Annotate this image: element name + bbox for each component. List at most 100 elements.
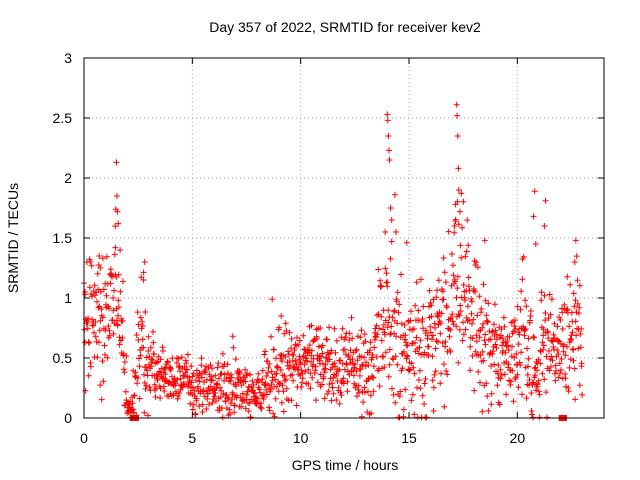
- data-point: [175, 393, 182, 399]
- data-point: [104, 354, 111, 361]
- data-point: [224, 361, 231, 368]
- data-point: [152, 394, 159, 400]
- data-point: [190, 401, 197, 408]
- data-point: [289, 358, 296, 365]
- data-point: [484, 393, 491, 400]
- data-point: [382, 349, 389, 356]
- data-point: [515, 384, 522, 391]
- data-point: [577, 331, 584, 337]
- data-point: [454, 285, 461, 292]
- data-point: [412, 339, 418, 346]
- data-point: [473, 332, 480, 339]
- data-point: [440, 296, 447, 303]
- data-point: [289, 371, 296, 378]
- data-point: [538, 297, 545, 304]
- data-point: [376, 383, 383, 390]
- y-axis-label: SRMTID / TECUs: [5, 183, 21, 293]
- data-point: [497, 375, 504, 382]
- data-point: [495, 362, 502, 369]
- data-point: [242, 405, 249, 412]
- data-point: [164, 358, 171, 365]
- data-point: [139, 336, 146, 343]
- data-point: [115, 304, 122, 311]
- data-points: [81, 101, 586, 421]
- y-tick-label: 1.5: [53, 230, 73, 246]
- data-point: [141, 371, 147, 378]
- data-point: [441, 269, 448, 276]
- data-point: [188, 363, 195, 370]
- data-point: [138, 325, 145, 332]
- data-point: [189, 373, 196, 380]
- data-point: [498, 332, 504, 339]
- data-point: [269, 296, 276, 303]
- data-point: [145, 333, 152, 340]
- data-point: [468, 298, 475, 305]
- data-point: [87, 363, 94, 370]
- data-point: [457, 302, 464, 309]
- data-point: [288, 335, 295, 342]
- data-point: [305, 366, 312, 373]
- data-point: [145, 348, 152, 354]
- data-point: [421, 380, 428, 387]
- data-point: [531, 188, 538, 195]
- data-point: [86, 284, 93, 291]
- data-point: [428, 313, 435, 320]
- data-point: [159, 375, 166, 382]
- data-point: [365, 388, 371, 395]
- data-point: [223, 375, 230, 382]
- data-point: [218, 387, 225, 394]
- data-point: [84, 325, 91, 332]
- data-point: [546, 348, 552, 354]
- data-point: [456, 312, 463, 319]
- data-point: [528, 390, 535, 396]
- data-point: [540, 342, 547, 349]
- data-point: [348, 314, 355, 321]
- data-point: [526, 376, 533, 383]
- data-point: [176, 390, 183, 397]
- data-point: [416, 377, 422, 383]
- data-point: [140, 344, 147, 351]
- data-point: [518, 288, 525, 295]
- data-point: [517, 362, 524, 368]
- data-point: [111, 251, 118, 258]
- data-point: [485, 300, 492, 307]
- data-point: [186, 374, 193, 381]
- data-point: [272, 376, 279, 383]
- data-point: [358, 327, 365, 334]
- data-point: [510, 398, 517, 405]
- data-point: [103, 292, 110, 299]
- data-point: [362, 338, 369, 345]
- data-point: [282, 320, 289, 327]
- data-point: [530, 414, 536, 421]
- data-point: [454, 133, 461, 139]
- data-point: [139, 323, 146, 329]
- data-point: [251, 390, 258, 397]
- data-point: [567, 281, 574, 288]
- data-point: [332, 349, 339, 356]
- data-point: [91, 329, 97, 336]
- data-point: [476, 334, 483, 341]
- data-point: [456, 326, 463, 333]
- data-point: [452, 201, 459, 208]
- data-point: [314, 379, 321, 386]
- data-point: [210, 377, 216, 384]
- data-point: [151, 381, 158, 388]
- data-point: [97, 317, 104, 324]
- data-point: [491, 361, 498, 368]
- data-point: [190, 370, 197, 377]
- data-point: [404, 353, 411, 360]
- data-point: [233, 383, 240, 390]
- data-point: [474, 264, 481, 271]
- data-point: [206, 401, 213, 408]
- data-point: [416, 344, 423, 351]
- data-point: [211, 393, 218, 400]
- data-point: [147, 344, 154, 351]
- data-point: [570, 290, 577, 297]
- data-point: [349, 335, 356, 342]
- data-point: [290, 377, 297, 384]
- data-point: [324, 336, 331, 343]
- data-point: [569, 329, 576, 336]
- data-point: [177, 375, 184, 382]
- data-point: [579, 391, 586, 398]
- data-point: [460, 319, 466, 326]
